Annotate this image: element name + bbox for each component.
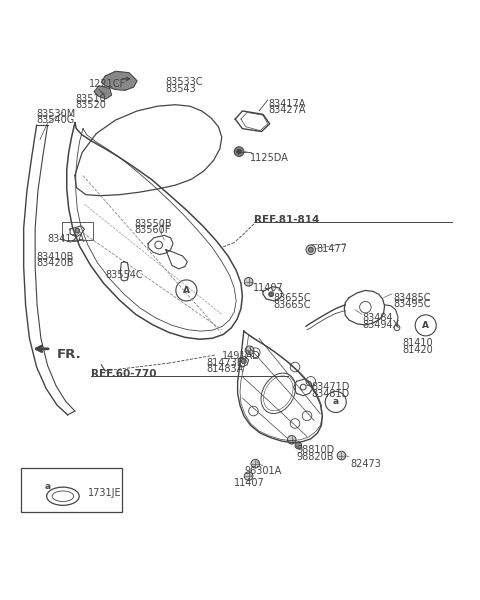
Text: A: A — [422, 321, 429, 330]
Text: 11407: 11407 — [253, 283, 284, 293]
Circle shape — [295, 442, 302, 449]
Circle shape — [269, 292, 274, 296]
Text: 83665C: 83665C — [274, 299, 311, 310]
Circle shape — [251, 460, 260, 468]
Text: 1491AD: 1491AD — [222, 351, 261, 361]
Text: 83417A: 83417A — [269, 99, 306, 109]
Text: 83484: 83484 — [362, 313, 393, 323]
Text: 83550B: 83550B — [135, 218, 172, 229]
Text: a: a — [45, 482, 51, 491]
Circle shape — [244, 278, 253, 286]
Text: 83554C: 83554C — [105, 271, 143, 280]
Text: 81420: 81420 — [403, 344, 433, 355]
Text: 83520: 83520 — [75, 100, 106, 110]
Text: 98820B: 98820B — [297, 452, 334, 462]
Circle shape — [237, 149, 241, 154]
Text: 96301A: 96301A — [245, 466, 282, 476]
Text: FR.: FR. — [57, 348, 82, 361]
Polygon shape — [101, 71, 137, 91]
Text: 83655C: 83655C — [274, 293, 311, 303]
Text: a: a — [333, 397, 339, 406]
Text: 83560F: 83560F — [135, 225, 171, 235]
Circle shape — [75, 228, 80, 233]
Circle shape — [245, 346, 254, 355]
Text: 83410B: 83410B — [36, 251, 74, 262]
Circle shape — [325, 391, 346, 412]
Text: 83485C: 83485C — [393, 293, 431, 303]
Text: 81477: 81477 — [317, 244, 348, 254]
Text: 83543: 83543 — [166, 83, 197, 94]
Text: 11407: 11407 — [234, 478, 265, 488]
Text: 83510: 83510 — [75, 94, 106, 104]
Text: 83494X: 83494X — [362, 320, 399, 329]
Circle shape — [309, 247, 313, 252]
Circle shape — [241, 359, 246, 364]
Text: 83540G: 83540G — [36, 115, 75, 125]
Text: A: A — [183, 286, 190, 295]
Text: 83533C: 83533C — [166, 77, 204, 88]
Text: 98810D: 98810D — [297, 445, 335, 455]
Text: 83420B: 83420B — [36, 258, 74, 268]
Text: REF.60-770: REF.60-770 — [91, 369, 156, 379]
Circle shape — [306, 245, 316, 254]
Circle shape — [288, 436, 296, 444]
Circle shape — [415, 315, 436, 336]
Circle shape — [176, 280, 197, 301]
Text: 1221CF: 1221CF — [89, 79, 126, 89]
Circle shape — [244, 472, 253, 481]
Text: 1125DA: 1125DA — [250, 152, 288, 163]
Circle shape — [234, 147, 244, 157]
Circle shape — [37, 476, 58, 497]
Circle shape — [337, 451, 346, 460]
Polygon shape — [94, 86, 112, 99]
Text: 82473: 82473 — [350, 459, 381, 469]
Text: 83427A: 83427A — [269, 105, 306, 115]
Text: 1731JE: 1731JE — [88, 488, 121, 497]
Text: 81410: 81410 — [403, 338, 433, 348]
Text: 81483A: 81483A — [206, 364, 244, 374]
Text: 83495C: 83495C — [393, 299, 431, 309]
Text: 83471D: 83471D — [312, 382, 350, 392]
Text: REF.81-814: REF.81-814 — [254, 215, 320, 225]
Text: 83412A: 83412A — [48, 234, 85, 244]
Text: 81473E: 81473E — [206, 358, 243, 368]
Text: 83481D: 83481D — [312, 389, 350, 398]
Text: 83530M: 83530M — [36, 109, 76, 119]
FancyBboxPatch shape — [21, 468, 122, 512]
